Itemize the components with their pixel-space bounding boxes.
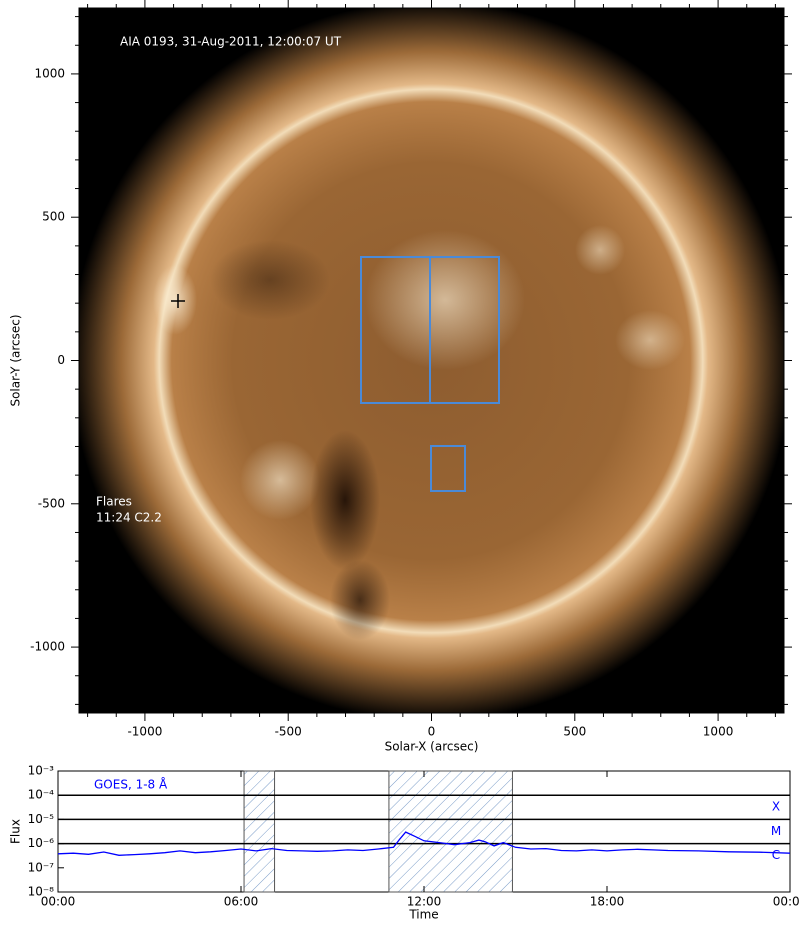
- x-tick-label: 18:00: [590, 895, 625, 909]
- y-tick-label: 10⁻⁷: [28, 860, 55, 874]
- x-tick-label: -500: [275, 725, 302, 739]
- x-tick-label: 00:00: [773, 895, 799, 909]
- y-tick-label: 10⁻⁴: [28, 788, 55, 802]
- y-tick-label: 10⁻⁵: [28, 812, 55, 826]
- y-tick-label: 1000: [34, 66, 65, 80]
- annotation: Flares: [96, 495, 132, 509]
- class-label: M: [771, 824, 781, 838]
- y-tick-label: -1000: [30, 640, 65, 654]
- x-tick-label: 0: [428, 725, 436, 739]
- y-tick-label: 10⁻⁸: [28, 885, 55, 899]
- x-axis-label: Time: [408, 908, 438, 922]
- y-axis-label: Solar-Y (arcsec): [9, 314, 23, 406]
- x-tick-label: 00:00: [41, 895, 76, 909]
- legend-label: GOES, 1-8 Å: [94, 777, 168, 792]
- class-label: C: [772, 848, 780, 862]
- flux-line: [57, 831, 791, 856]
- x-axis-label: Solar-X (arcsec): [385, 740, 479, 754]
- annotation: 11:24 C2.2: [96, 511, 162, 525]
- y-tick-label: 500: [42, 210, 65, 224]
- class-label: X: [772, 800, 780, 814]
- y-tick-label: -500: [38, 496, 65, 510]
- shaded-interval: [243, 770, 276, 893]
- y-tick-label: 10⁻³: [28, 764, 55, 778]
- x-tick-label: 1000: [703, 725, 734, 739]
- y-axis-label: Flux: [9, 819, 23, 844]
- x-tick-label: 12:00: [407, 895, 442, 909]
- shaded-interval: [388, 770, 513, 893]
- sun-image: [79, 8, 784, 713]
- x-tick-label: 06:00: [224, 895, 259, 909]
- y-tick-label: 10⁻⁶: [28, 836, 55, 850]
- x-tick-label: -1000: [127, 725, 162, 739]
- y-tick-label: 0: [57, 353, 65, 367]
- image-title: AIA 0193, 31-Aug-2011, 12:00:07 UT: [120, 35, 342, 49]
- x-tick-label: 500: [563, 725, 586, 739]
